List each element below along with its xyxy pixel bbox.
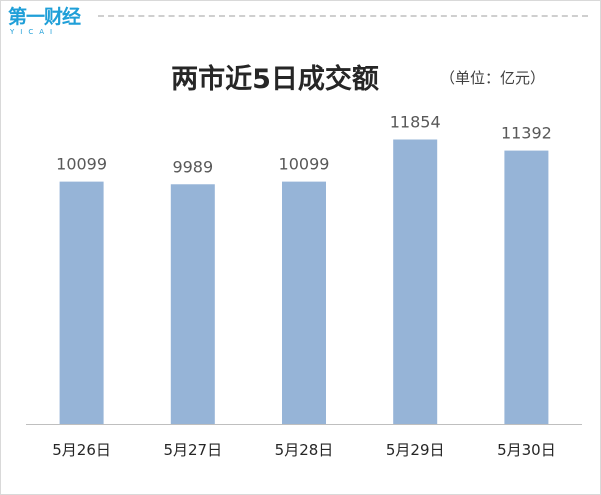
brand-logo: 第一财经 YICAI (8, 6, 88, 40)
bar-1 (59, 181, 104, 424)
bar-3 (282, 181, 326, 424)
data-label-2: 9989 (172, 157, 213, 176)
data-label-3: 10099 (279, 155, 330, 174)
x-tick-label-5: 5月30日 (497, 441, 556, 459)
x-tick-label-3: 5月28日 (275, 441, 334, 459)
x-tick-label-2: 5月27日 (163, 441, 222, 459)
bar-2 (170, 184, 215, 424)
chart-title: 两市近5日成交额 (171, 64, 379, 95)
logo-sub-text: YICAI (10, 28, 59, 36)
unit-label: （单位：亿元） (440, 69, 546, 87)
data-label-5: 11392 (501, 124, 552, 143)
x-tick-label-1: 5月26日 (52, 441, 111, 459)
data-label-1: 10099 (56, 155, 107, 174)
data-label-4: 11854 (390, 113, 441, 132)
bar-4 (393, 139, 438, 424)
header-divider (98, 15, 588, 17)
bar-5 (504, 150, 549, 425)
logo-main-text: 第一财经 (8, 6, 81, 28)
x-tick-label-4: 5月29日 (386, 441, 445, 459)
